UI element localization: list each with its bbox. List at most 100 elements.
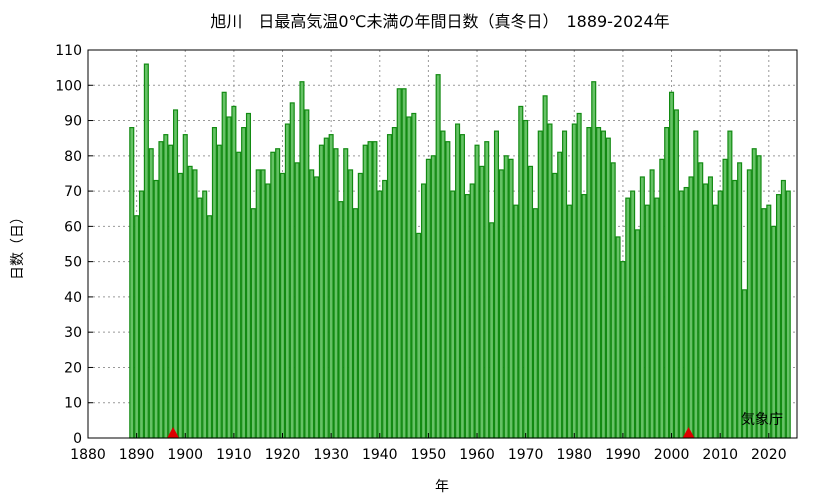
bar-1951 xyxy=(430,155,436,439)
y-tick-label: 20 xyxy=(64,360,82,376)
bar-1952 xyxy=(435,74,441,439)
bar-1973 xyxy=(537,130,543,439)
y-tick-label: 50 xyxy=(64,255,82,271)
bar-2024 xyxy=(785,190,791,439)
bar-1966 xyxy=(503,155,509,439)
bar-1937 xyxy=(362,144,368,439)
y-tick-label: 0 xyxy=(73,431,82,447)
bar-2023 xyxy=(780,179,786,439)
x-tick-label: 1990 xyxy=(605,447,641,463)
bar-1910 xyxy=(231,105,237,439)
bar-1923 xyxy=(294,162,300,439)
bar-2006 xyxy=(698,162,704,439)
bar-1995 xyxy=(644,204,650,439)
bar-1897 xyxy=(168,144,174,439)
bar-1890 xyxy=(134,215,140,439)
bar-1898 xyxy=(172,109,179,439)
y-axis-label: 日数（日） xyxy=(10,210,26,280)
bar-1916 xyxy=(260,169,266,439)
bar-1902 xyxy=(192,169,198,439)
bar-1943 xyxy=(391,126,397,439)
bar-1956 xyxy=(455,123,461,439)
bar-1894 xyxy=(153,179,159,439)
bar-1946 xyxy=(406,116,412,439)
bar-1997 xyxy=(654,197,660,439)
bar-1908 xyxy=(221,91,227,439)
bar-1987 xyxy=(605,137,611,439)
y-tick-label: 40 xyxy=(64,290,82,306)
bar-1893 xyxy=(148,148,154,439)
bar-1932 xyxy=(338,201,344,439)
y-tick-label: 100 xyxy=(55,78,82,94)
bar-1958 xyxy=(464,194,470,439)
bar-1971 xyxy=(527,165,534,439)
ticks: 0 10 20 30 40 50 60 70 80 90 100 110 1880 1890 1900 191… xyxy=(55,43,786,463)
bar-1912 xyxy=(241,126,247,439)
bar-1970 xyxy=(523,119,529,439)
bar-1933 xyxy=(343,148,349,439)
bar-1944 xyxy=(396,88,402,439)
y-tick-label: 10 xyxy=(64,396,82,412)
bar-1936 xyxy=(357,172,363,439)
bar-1904 xyxy=(202,190,208,439)
bar-2012 xyxy=(727,130,733,439)
bar-1962 xyxy=(484,141,490,439)
bar-2000 xyxy=(669,91,675,439)
bar-1909 xyxy=(226,116,232,439)
bar-2003 xyxy=(683,186,689,439)
bar-1889 xyxy=(129,126,135,439)
bar-1980 xyxy=(571,123,577,439)
bar-2016 xyxy=(746,169,752,439)
bar-1892 xyxy=(143,63,149,439)
bar-1985 xyxy=(596,126,602,439)
bar-2011 xyxy=(722,158,728,439)
bar-2020 xyxy=(766,204,772,439)
x-tick-label: 1920 xyxy=(265,447,301,463)
bar-2014 xyxy=(737,162,743,439)
bar-2017 xyxy=(751,148,757,439)
bar-2019 xyxy=(761,208,767,439)
bar-1931 xyxy=(333,148,339,439)
x-tick-label: 1960 xyxy=(459,447,495,463)
bar-1915 xyxy=(255,169,261,439)
bar-2001 xyxy=(673,109,679,439)
bar-1965 xyxy=(498,169,504,439)
bar-1955 xyxy=(450,190,456,439)
bar-1938 xyxy=(367,141,373,439)
bar-1918 xyxy=(270,151,276,439)
x-tick-label: 1950 xyxy=(411,447,447,463)
bar-1975 xyxy=(547,123,553,439)
bar-1945 xyxy=(401,88,407,439)
bar-1957 xyxy=(459,134,465,439)
bar-1914 xyxy=(250,208,256,439)
x-tick-label: 1940 xyxy=(362,447,398,463)
bar-1905 xyxy=(207,215,213,439)
bar-1972 xyxy=(532,208,538,439)
bar-1989 xyxy=(615,236,621,439)
bar-2007 xyxy=(703,183,709,439)
bar-1934 xyxy=(348,169,354,439)
bar-1948 xyxy=(416,232,422,439)
bar-1942 xyxy=(386,134,393,439)
bar-2002 xyxy=(678,190,684,439)
bar-1941 xyxy=(382,179,388,439)
x-tick-label: 1910 xyxy=(216,447,252,463)
bar-1911 xyxy=(236,151,242,439)
x-tick-label: 2020 xyxy=(751,447,787,463)
y-tick-label: 30 xyxy=(64,325,82,341)
bar-2004 xyxy=(688,176,694,439)
bar-1924 xyxy=(299,81,305,439)
source-label: 気象庁 xyxy=(741,412,783,428)
bar-1896 xyxy=(163,134,169,439)
bar-2009 xyxy=(712,204,718,439)
bar-1959 xyxy=(469,183,475,439)
bar-1960 xyxy=(474,144,480,439)
bar-1990 xyxy=(620,261,626,439)
bar-1940 xyxy=(377,190,383,439)
bar-1907 xyxy=(216,144,222,439)
x-tick-label: 2000 xyxy=(654,447,690,463)
bar-1927 xyxy=(314,176,320,439)
y-tick-label: 70 xyxy=(64,184,82,200)
bar-1903 xyxy=(197,197,203,439)
bar-1930 xyxy=(328,134,334,439)
